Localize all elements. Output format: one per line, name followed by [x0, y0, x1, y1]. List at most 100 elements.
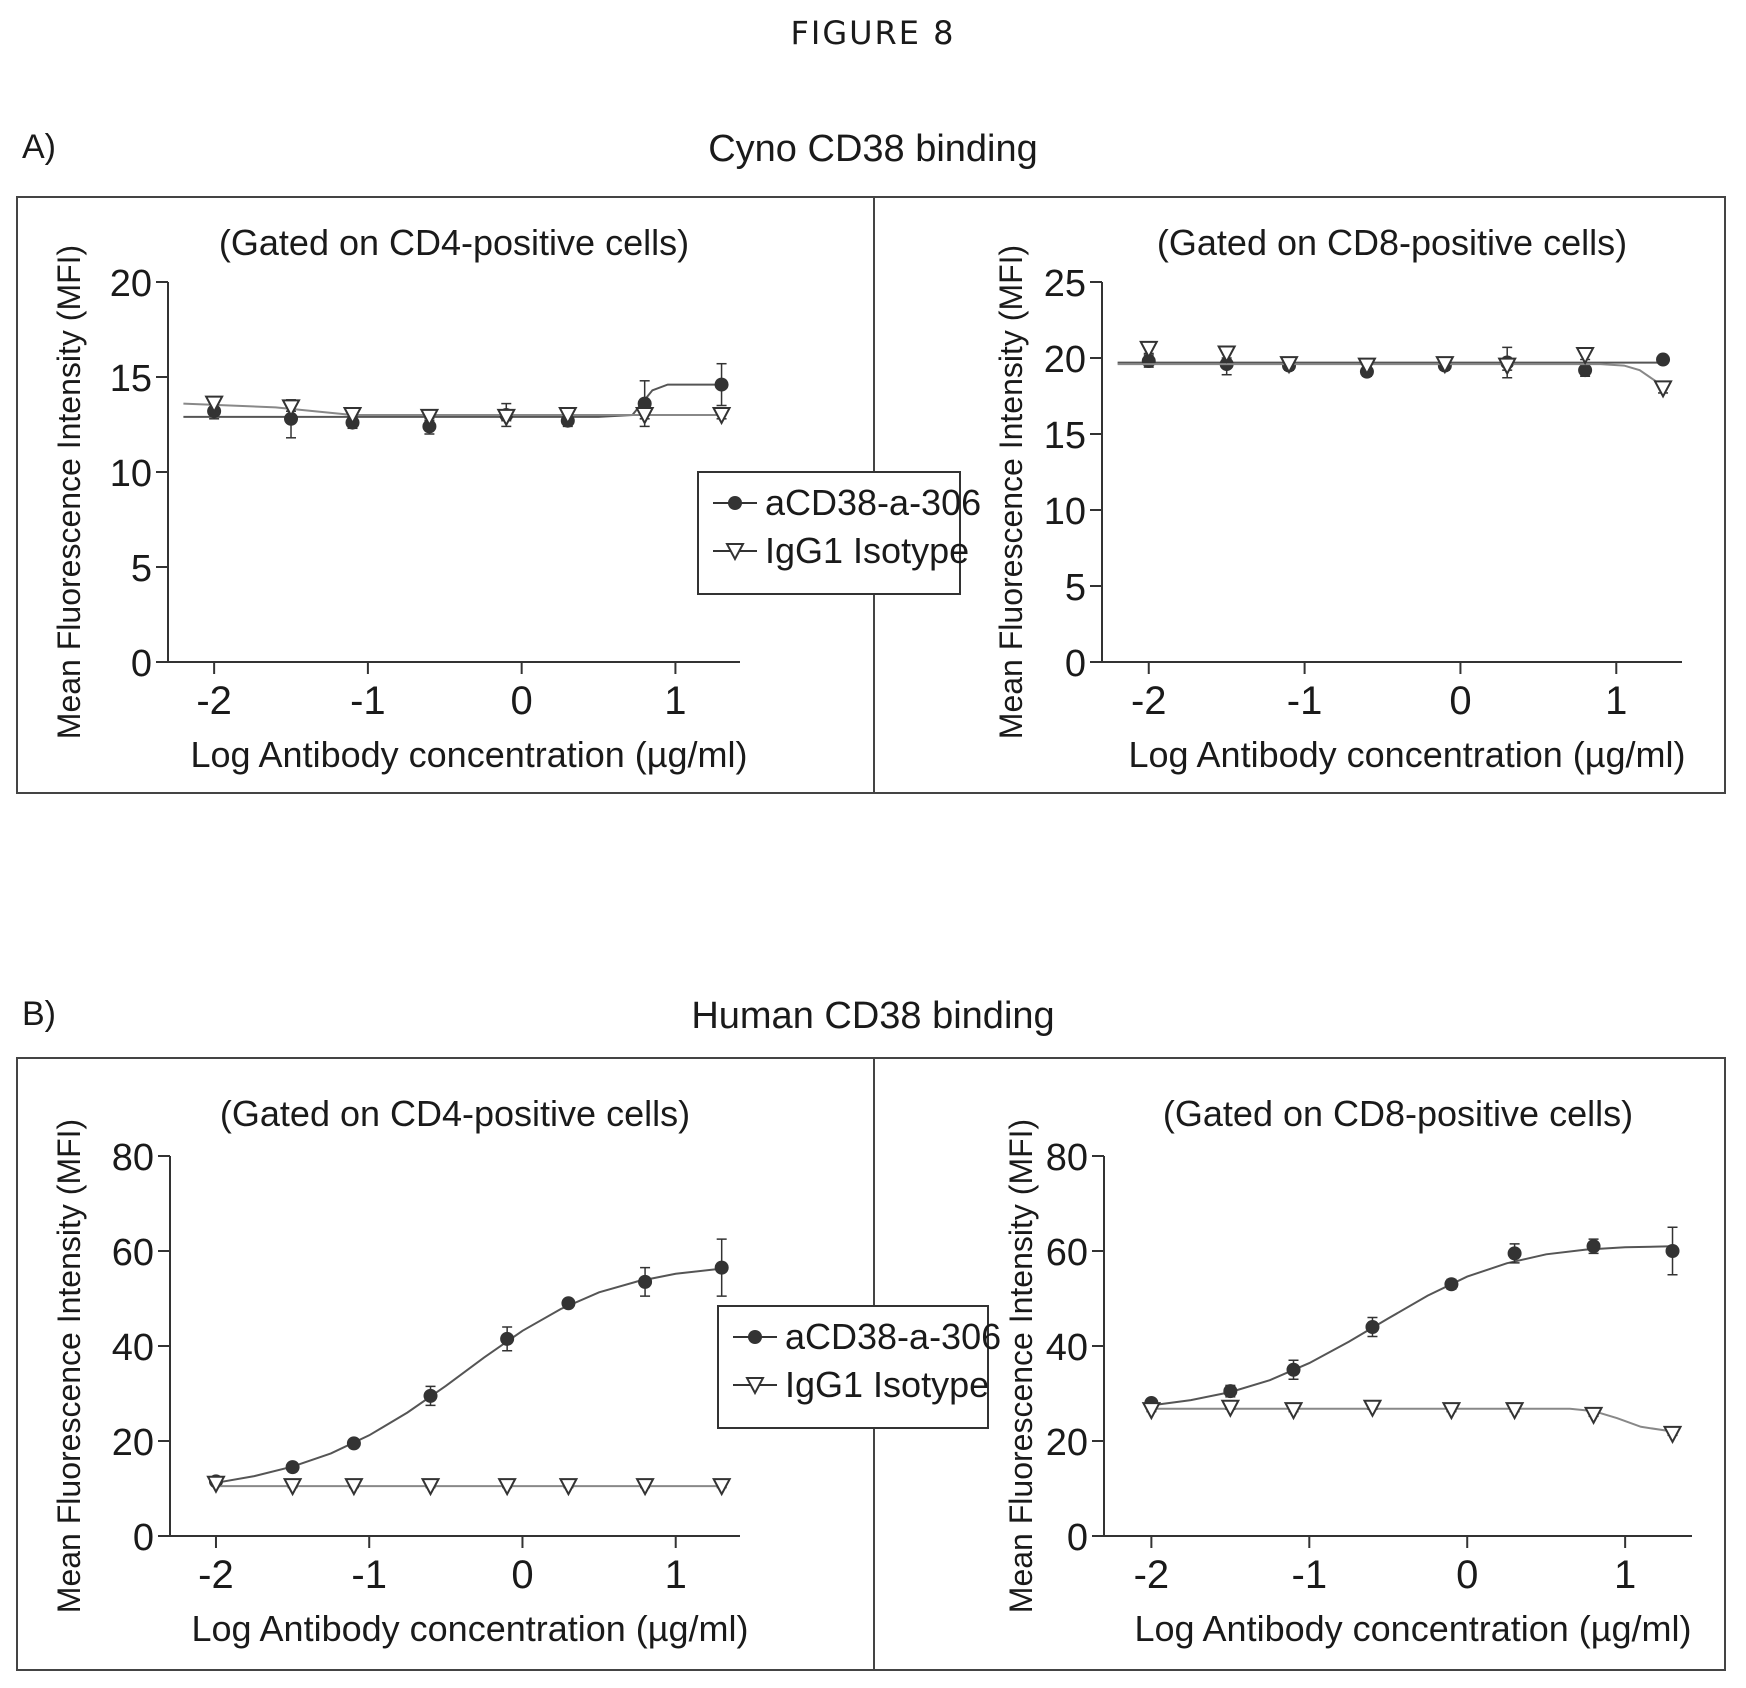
y-tick-label: 5 [1065, 567, 1086, 609]
data-point-isotype [1362, 1399, 1383, 1418]
y-axis-label: Mean Fluorescence Intensity (MFI) [51, 245, 87, 739]
legend-a-item-isotype: IgG1 Isotype [711, 527, 969, 575]
x-tick-label: 0 [1456, 1553, 1478, 1597]
panel-b-frame [16, 1057, 1726, 1671]
y-tick-label: 15 [1044, 415, 1086, 457]
data-point-antibody [285, 1460, 300, 1475]
open-triangle-marker-icon [733, 1377, 777, 1396]
filled-circle-marker-icon [713, 496, 757, 510]
panel-b-letter: B) [22, 995, 56, 1033]
y-tick-label: 10 [1044, 491, 1086, 533]
data-point-isotype [1575, 346, 1595, 366]
y-axis-label: Mean Fluorescence Intensity (MFI) [51, 1119, 87, 1613]
data-point-antibody [1665, 1244, 1680, 1258]
panel-b-heading: Human CD38 binding [691, 995, 1055, 1037]
legend-a-label-antibody: aCD38-a-306 [765, 482, 982, 523]
y-tick-label: 40 [1046, 1327, 1088, 1369]
data-point-isotype [558, 1478, 579, 1497]
x-tick-label: -2 [196, 679, 232, 723]
data-point-antibody [1223, 1384, 1238, 1399]
fit-curve-isotype [183, 402, 722, 416]
x-tick-label: -2 [1131, 679, 1167, 723]
data-point-isotype [1504, 1402, 1525, 1421]
chart-b-cd8: (Gated on CD8-positive cells) 0 20 40 60 80 -2… [1003, 1093, 1692, 1649]
y-tick-label: 80 [112, 1137, 154, 1179]
data-point-antibody [638, 1274, 653, 1289]
data-point-isotype [1441, 1402, 1462, 1421]
x-tick-label: -1 [350, 679, 386, 723]
data-point-isotype [420, 1478, 441, 1497]
y-tick-label: 20 [110, 263, 152, 305]
x-axis-label: Log Antibody concentration (µg/ml) [190, 734, 747, 775]
data-point-isotype [282, 1478, 303, 1497]
legend-b-label-isotype: IgG1 Isotype [785, 1364, 990, 1405]
data-point-isotype [497, 1478, 517, 1497]
legend-b-item-antibody: aCD38-a-306 [731, 1313, 1001, 1361]
data-point-isotype [711, 407, 732, 426]
data-point-antibody [1286, 1362, 1301, 1377]
data-point-isotype [204, 395, 224, 414]
legend-a: aCD38-a-306 IgG1 Isotype [697, 471, 981, 595]
data-point-isotype [1283, 1402, 1304, 1421]
data-point-antibody [1656, 352, 1671, 367]
data-point-isotype [635, 1478, 655, 1497]
y-axis-label: Mean Fluorescence Intensity (MFI) [993, 245, 1029, 739]
data-point-antibody [346, 1436, 361, 1451]
data-point-isotype [496, 408, 516, 428]
data-point-antibody [423, 1388, 438, 1403]
data-point-isotype [206, 1475, 226, 1494]
data-point-isotype [635, 407, 655, 426]
data-point-antibody [1586, 1239, 1601, 1254]
chart-a-cd8: (Gated on CD8-positive cells) 0 5 10 15 20 25 -… [993, 222, 1686, 775]
legend-b-item-isotype: IgG1 Isotype [731, 1361, 989, 1409]
y-axis-label: Mean Fluorescence Intensity (MFI) [1003, 1119, 1039, 1613]
panel-a-letter: A) [22, 128, 56, 166]
y-tick-label: 0 [1067, 1517, 1088, 1559]
data-point-isotype [1279, 356, 1299, 375]
data-point-antibody [1444, 1277, 1459, 1292]
x-axis-label: Log Antibody concentration (µg/ml) [1128, 734, 1685, 775]
y-tick-label: 0 [1065, 643, 1086, 685]
data-point-antibody [714, 377, 729, 392]
panel-a-heading: Cyno CD38 binding [708, 128, 1038, 170]
legend-a-label-isotype: IgG1 Isotype [765, 530, 970, 571]
chart-a-cd4: (Gated on CD4-positive cells)05101520-2-… [51, 222, 748, 775]
data-point-isotype [712, 1478, 732, 1497]
y-tick-label: 60 [1046, 1232, 1088, 1274]
x-tick-label: 1 [665, 1553, 687, 1597]
data-point-antibody [561, 1296, 576, 1311]
fit-curve-isotype [1151, 1407, 1673, 1433]
panel-a-frame [16, 196, 1726, 794]
y-tick-label: 80 [1046, 1137, 1088, 1179]
y-tick-label: 25 [1044, 263, 1086, 305]
legend-b-label-antibody: aCD38-a-306 [785, 1316, 1002, 1357]
y-tick-label: 0 [131, 643, 152, 685]
data-point-isotype [1357, 357, 1377, 376]
y-tick-label: 40 [112, 1327, 154, 1369]
data-point-isotype [1217, 345, 1237, 364]
chart-title: (Gated on CD4-positive cells) [220, 1093, 690, 1134]
legend-b: aCD38-a-306 IgG1 Isotype [717, 1305, 1001, 1429]
data-point-antibody [500, 1331, 515, 1346]
data-point-isotype [1220, 1399, 1241, 1418]
data-point-antibody [1365, 1320, 1380, 1334]
x-tick-label: 0 [1449, 679, 1471, 723]
x-tick-label: -1 [1292, 1553, 1328, 1597]
y-tick-label: 60 [112, 1232, 154, 1274]
data-point-isotype [1435, 356, 1455, 375]
x-tick-label: -2 [198, 1553, 234, 1597]
y-tick-label: 5 [131, 548, 152, 590]
data-point-isotype [1583, 1406, 1604, 1425]
y-tick-label: 20 [1044, 339, 1086, 381]
data-point-isotype [1141, 1402, 1162, 1421]
x-tick-label: 0 [511, 679, 533, 723]
chart-b-cd4: (Gated on CD4-positive cells) 0 20 40 60 80 -2… [51, 1093, 749, 1649]
x-tick-label: -1 [1287, 679, 1323, 723]
data-point-isotype [1662, 1425, 1683, 1444]
fit-curve-antibody [215, 1267, 722, 1484]
data-point-isotype [344, 1478, 364, 1497]
data-point-isotype [1139, 340, 1159, 360]
data-point-antibody [1578, 363, 1593, 378]
chart-title: (Gated on CD8-positive cells) [1157, 222, 1627, 263]
data-point-isotype [1653, 380, 1673, 399]
